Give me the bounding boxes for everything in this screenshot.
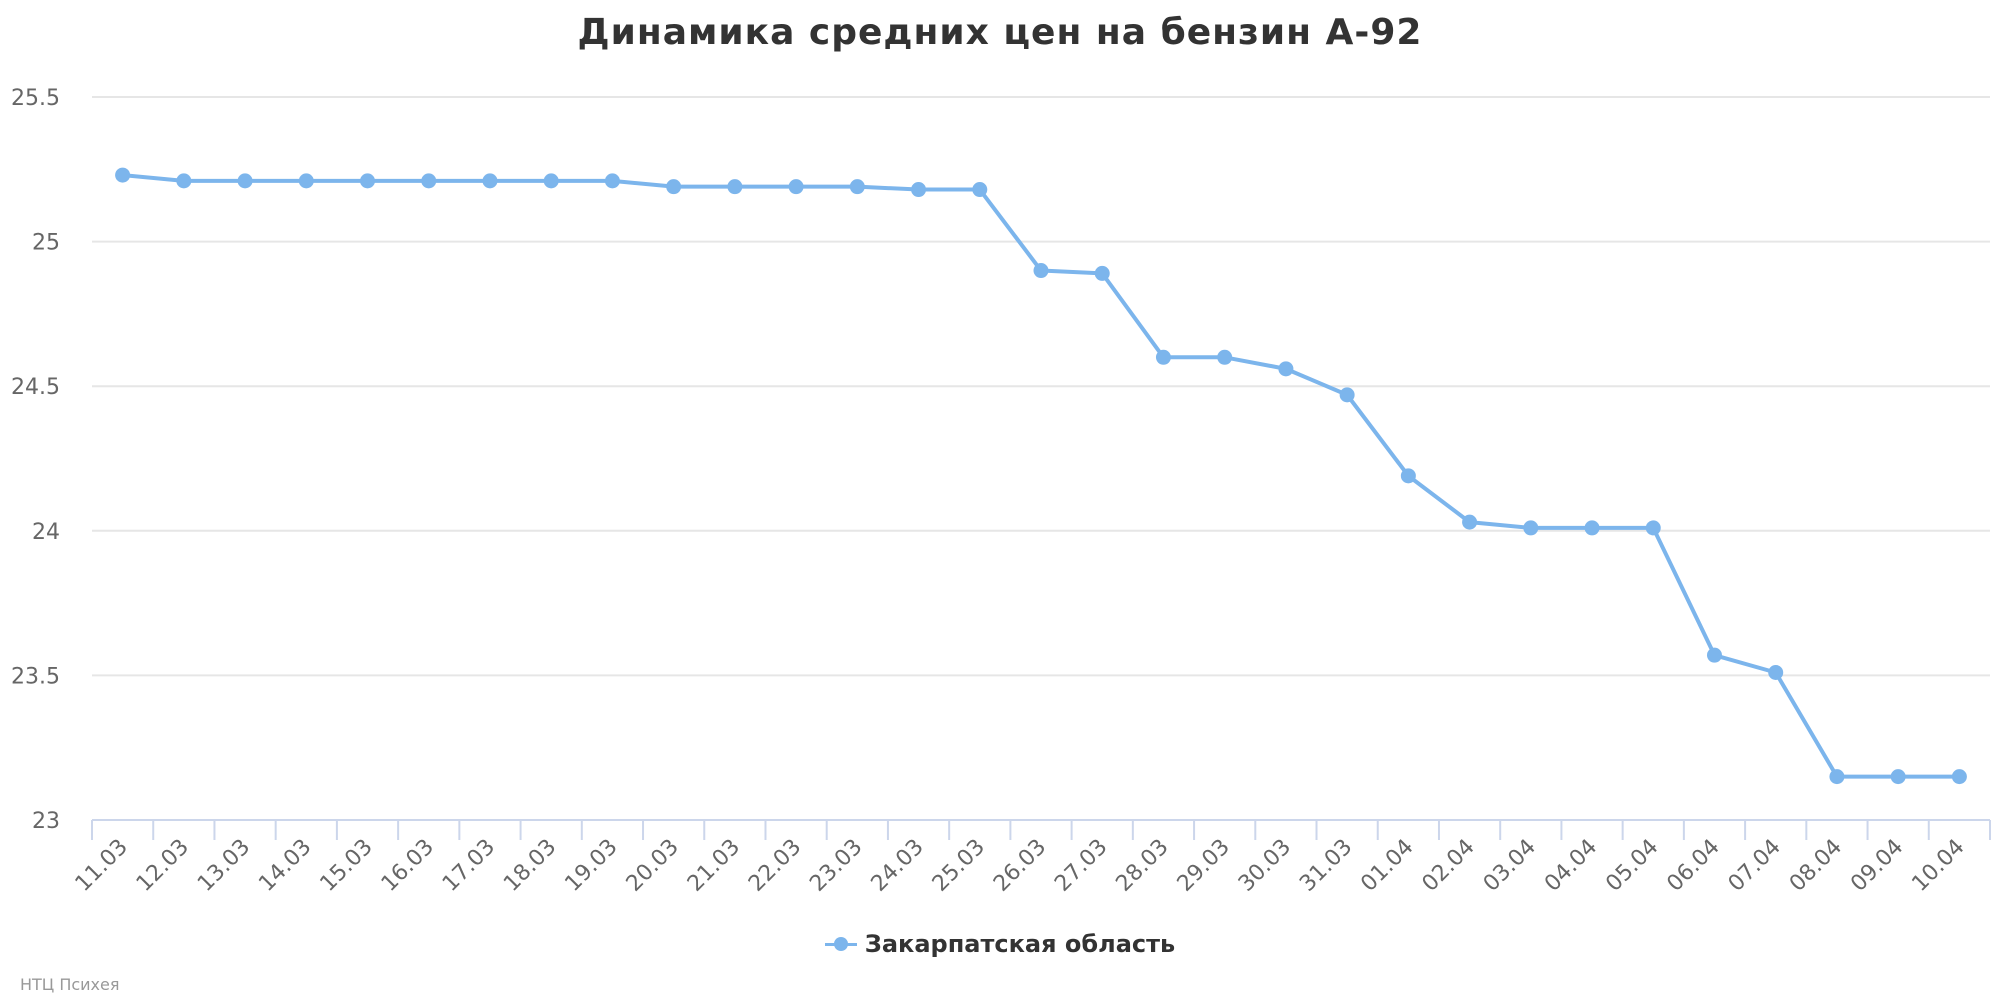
x-tick-label: 09.04 [1846,835,1908,897]
y-tick-label: 25 [32,231,60,256]
x-tick-label: 11.03 [71,835,133,897]
credits[interactable]: НТЦ Психея [20,975,120,994]
x-tick-label: 02.04 [1418,835,1480,897]
data-point[interactable] [1645,520,1661,536]
data-point[interactable] [1951,769,1967,785]
x-tick-label: 04.04 [1540,835,1602,897]
data-point[interactable] [421,173,437,189]
data-point[interactable] [1523,520,1539,536]
x-tick-label: 03.04 [1479,835,1541,897]
x-tick-label: 20.03 [622,835,684,897]
y-axis: 25.5 25 24.5 24 23.5 23 [11,86,60,834]
data-point[interactable] [176,173,192,189]
data-point[interactable] [1278,361,1294,377]
x-tick-label: 15.03 [316,835,378,897]
x-tick-label: 21.03 [683,835,745,897]
x-tick-label: 12.03 [132,835,194,897]
legend-symbol-icon [824,935,857,953]
x-tick-label: 19.03 [560,835,622,897]
x-tick-label: 10.04 [1907,835,1969,897]
y-tick-label: 25.5 [11,86,60,111]
data-point[interactable] [1890,769,1906,785]
data-point[interactable] [360,173,376,189]
x-tick-label: 27.03 [1050,835,1112,897]
y-tick-label: 24.5 [11,375,60,400]
data-point[interactable] [237,173,253,189]
x-tick-label: 13.03 [193,835,255,897]
legend[interactable]: Закарпатская область [0,930,2000,958]
data-point[interactable] [543,173,559,189]
x-tick-label: 18.03 [499,835,561,897]
data-point[interactable] [1155,349,1171,365]
data-point[interactable] [849,179,865,195]
data-point[interactable] [911,182,927,198]
x-tick-label: 08.04 [1785,835,1847,897]
data-point[interactable] [1768,665,1784,681]
x-tick-label: 05.04 [1601,835,1663,897]
y-tick-label: 23 [32,809,60,834]
y-tick-label: 23.5 [11,664,60,689]
x-tick-label: 24.03 [867,835,929,897]
x-tick-label: 29.03 [1173,835,1235,897]
x-axis: 11.03 12.03 13.03 14.03 15.03 16.03 17.03 18.03… [71,819,1991,897]
data-point[interactable] [1829,769,1845,785]
legend-label: Закарпатская область [864,930,1176,958]
data-point[interactable] [1400,468,1416,484]
data-point[interactable] [1217,349,1233,365]
x-tick-label: 16.03 [377,835,439,897]
x-tick-label: 06.04 [1663,835,1725,897]
data-point[interactable] [1462,514,1478,530]
x-tick-label: 22.03 [744,835,806,897]
y-tick-label: 24 [32,520,60,545]
x-tick-label: 25.03 [928,835,990,897]
data-point[interactable] [788,179,804,195]
x-tick-label: 31.03 [1295,835,1357,897]
data-point[interactable] [298,173,314,189]
x-tick-label: 01.04 [1356,835,1418,897]
chart-title: Динамика средних цен на бензин А-92 [577,12,1423,53]
data-point[interactable] [972,182,988,198]
x-tick-label: 17.03 [438,835,500,897]
x-tick-label: 28.03 [1111,835,1173,897]
data-point[interactable] [666,179,682,195]
data-point[interactable] [1094,265,1110,281]
x-tick-label: 26.03 [989,835,1051,897]
data-point[interactable] [727,179,743,195]
x-tick-label: 07.04 [1724,835,1786,897]
x-tick-label: 30.03 [1234,835,1296,897]
grid-lines [92,96,1990,677]
data-point[interactable] [1584,520,1600,536]
data-point[interactable] [482,173,498,189]
x-tick-label: 23.03 [805,835,867,897]
data-point[interactable] [1033,263,1049,279]
x-tick-label: 14.03 [254,835,316,897]
series-layer [115,167,1967,785]
data-point[interactable] [1339,387,1355,403]
data-point[interactable] [604,173,620,189]
data-point[interactable] [1706,647,1722,663]
data-point[interactable] [115,167,131,183]
